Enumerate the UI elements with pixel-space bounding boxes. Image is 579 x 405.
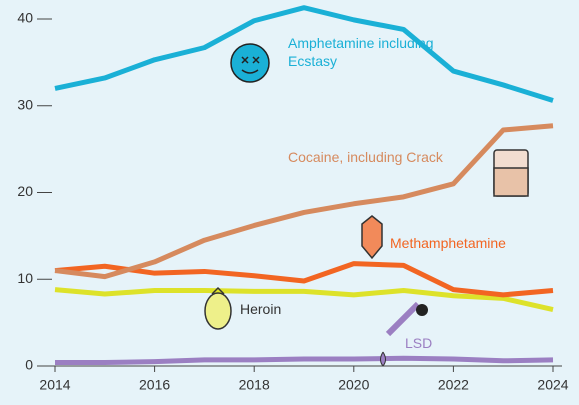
x-tick-label: 2022 [438,377,469,393]
y-tick-label: 10 [17,270,33,286]
meth-icon [361,215,383,260]
series-label: Cocaine, including Crack [288,149,443,165]
series-line [54,5,554,103]
series-line [54,287,554,313]
x-tick-label: 2020 [338,377,369,393]
series-label: Methamphetamine [390,235,506,251]
cocaine-icon [493,149,529,197]
x-tick-label: 2024 [537,377,568,393]
y-tick-label: 20 [17,183,33,199]
y-tick-label: 30 [17,96,33,112]
x-tick-label: 2014 [39,377,70,393]
series-line [55,355,554,366]
heroin-icon [204,286,232,330]
series-label: Amphetamine including Ecstasy [288,35,434,69]
ecstasy-icon [230,43,270,83]
lsd-icon [380,301,428,367]
y-tick-label: 0 [25,357,33,373]
y-tick-label: 40 [17,10,33,26]
series-line [54,261,554,298]
series-label: Heroin [240,301,282,317]
x-tick-label: 2018 [239,377,270,393]
series-label: LSD [405,335,433,351]
x-tick-label: 2016 [139,377,170,393]
series-line [54,123,554,280]
